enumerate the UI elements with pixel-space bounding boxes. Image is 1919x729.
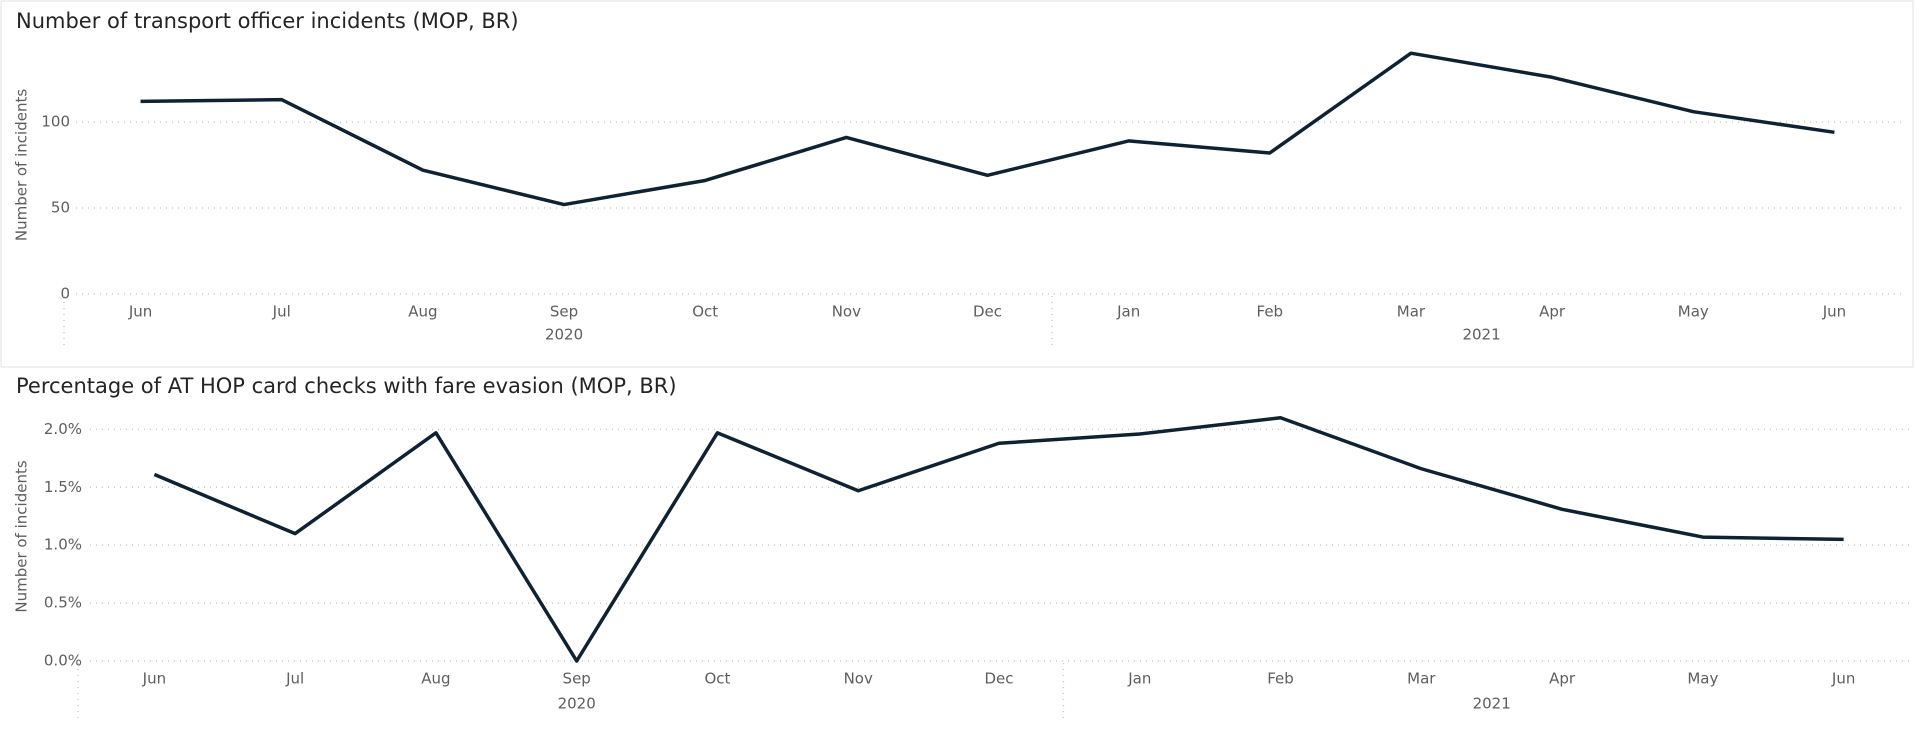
x-tick-label: Apr	[1539, 303, 1566, 321]
line-series	[140, 51, 1835, 207]
y-tick-label: 0	[60, 285, 70, 303]
y-tick-label: 50	[51, 199, 70, 217]
x-tick-label: Oct	[692, 303, 718, 321]
chart-title: Number of transport officer incidents (M…	[16, 9, 519, 33]
x-tick-label: Feb	[1257, 303, 1284, 321]
y-axis-title: Number of incidents	[13, 460, 31, 612]
x-tick-label: Apr	[1549, 670, 1576, 688]
x-tick-label: Dec	[973, 303, 1002, 321]
x-tick-label: Jul	[272, 303, 291, 321]
x-tick-label: Feb	[1267, 670, 1294, 688]
y-axis-title: Number of incidents	[13, 89, 31, 241]
panel-border	[0, 369, 1914, 728]
x-tick-label: Aug	[421, 670, 450, 688]
group-label: 2020	[558, 695, 596, 713]
y-tick-label: 0.0%	[44, 652, 82, 670]
group-label: 2020	[545, 326, 583, 344]
chart-title: Percentage of AT HOP card checks with fa…	[16, 374, 677, 398]
x-tick-label: Jun	[142, 670, 166, 688]
x-tick-label: May	[1687, 670, 1718, 688]
x-tick-label: Sep	[550, 303, 578, 321]
x-tick-label: Jul	[285, 670, 304, 688]
x-tick-label: Dec	[984, 670, 1013, 688]
y-tick-label: 100	[41, 113, 70, 131]
x-tick-label: Jan	[1116, 303, 1140, 321]
x-tick-label: Jun	[1831, 670, 1855, 688]
x-tick-label: May	[1678, 303, 1709, 321]
x-tick-label: Nov	[832, 303, 861, 321]
x-tick-label: Jun	[1822, 303, 1846, 321]
group-label: 2021	[1473, 695, 1511, 713]
x-tick-label: Aug	[408, 303, 437, 321]
panel-border	[0, 0, 1914, 368]
group-label: 2021	[1462, 326, 1500, 344]
x-tick-label: Nov	[844, 670, 873, 688]
x-tick-label: Oct	[704, 670, 730, 688]
y-tick-label: 1.0%	[44, 536, 82, 554]
y-tick-label: 1.5%	[44, 478, 82, 496]
x-tick-label: Jan	[1127, 670, 1151, 688]
y-tick-label: 2.0%	[44, 420, 82, 438]
x-tick-label: Mar	[1407, 670, 1436, 688]
y-tick-label: 0.5%	[44, 594, 82, 612]
x-tick-label: Mar	[1397, 303, 1426, 321]
x-tick-label: Sep	[563, 670, 591, 688]
x-tick-label: Jun	[128, 303, 152, 321]
line-series	[153, 416, 1844, 663]
